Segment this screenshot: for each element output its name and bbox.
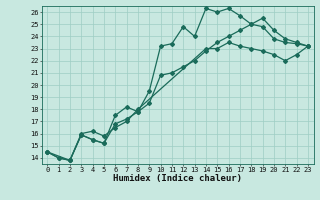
X-axis label: Humidex (Indice chaleur): Humidex (Indice chaleur): [113, 174, 242, 183]
